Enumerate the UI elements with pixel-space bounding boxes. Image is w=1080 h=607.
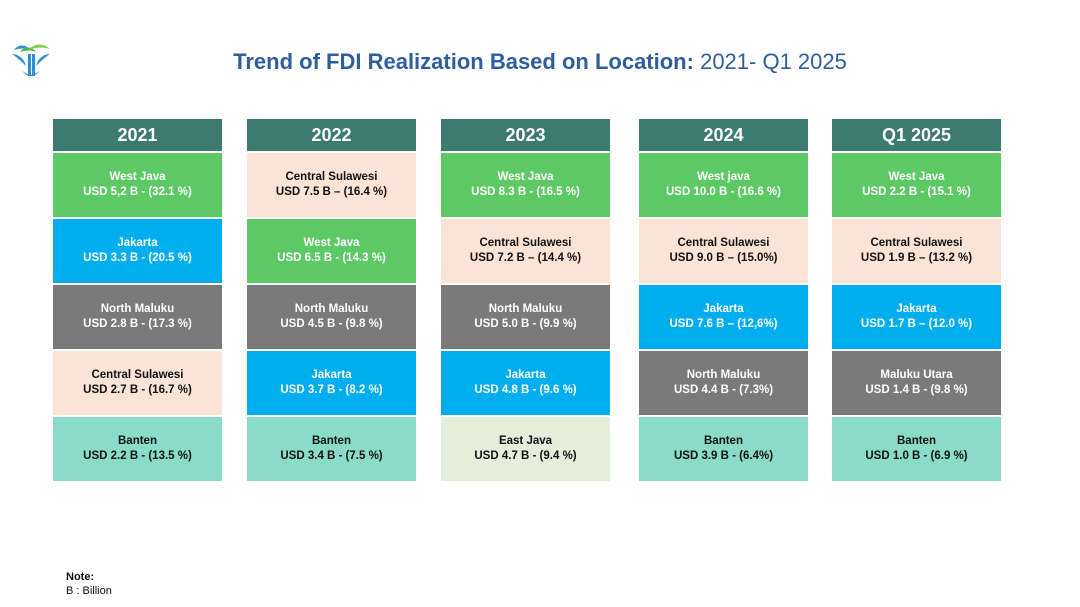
column-q1-2025: Q1 2025 West Java USD 2.2 B - (15.1 %) C…	[832, 119, 1001, 481]
page-title-period: 2021- Q1 2025	[700, 49, 847, 74]
region-value: USD 7.5 B – (16.4 %)	[275, 186, 388, 198]
region-value: USD 3.7 B - (8.2 %)	[280, 384, 383, 396]
region-cell: West Java USD 2.2 B - (15.1 %)	[832, 153, 1001, 217]
column-2024: 2024 West java USD 10.0 B - (16.6 %) Cen…	[639, 119, 808, 481]
region-value: USD 5.0 B - (9.9 %)	[474, 318, 577, 330]
page-title: Trend of FDI Realization Based on Locati…	[0, 48, 1080, 76]
region-value: USD 5,2 B - (32.1 %)	[83, 186, 192, 198]
region-name: Central Sulawesi	[870, 237, 963, 249]
region-name: North Maluku	[294, 303, 369, 315]
region-value: USD 4.7 B - (9.4 %)	[474, 450, 577, 462]
region-value: USD 4.4 B - (7.3%)	[673, 384, 774, 396]
region-value: USD 1.7 B – (12.0 %)	[860, 318, 973, 330]
column-2021: 2021 West Java USD 5,2 B - (32.1 %) Jaka…	[53, 119, 222, 481]
footnote-text: B : Billion	[66, 585, 112, 597]
region-value: USD 1.9 B – (13.2 %)	[860, 252, 973, 264]
region-cell: Central Sulawesi USD 2.7 B - (16.7 %)	[53, 351, 222, 415]
region-cell: Banten USD 2.2 B - (13.5 %)	[53, 417, 222, 481]
region-cell: West Java USD 6.5 B - (14.3 %)	[247, 219, 416, 283]
region-value: USD 3.4 B - (7.5 %)	[280, 450, 383, 462]
column-header: 2022	[247, 119, 416, 151]
region-value: USD 3.3 B - (20.5 %)	[83, 252, 192, 264]
column-header: 2024	[639, 119, 808, 151]
region-cell: West java USD 10.0 B - (16.6 %)	[639, 153, 808, 217]
region-name: West java	[697, 171, 750, 183]
footnote-heading: Note:	[66, 571, 95, 583]
bkpm-leaf-logo-icon	[12, 44, 50, 76]
region-name: North Maluku	[488, 303, 563, 315]
region-cell: North Maluku USD 4.5 B - (9.8 %)	[247, 285, 416, 349]
region-name: Banten	[704, 435, 743, 447]
region-cell: Banten USD 1.0 B - (6.9 %)	[832, 417, 1001, 481]
region-name: West Java	[303, 237, 360, 249]
region-cell: North Maluku USD 5.0 B - (9.9 %)	[441, 285, 610, 349]
region-name: Jakarta	[117, 237, 158, 249]
region-value: USD 4.8 B - (9.6 %)	[474, 384, 577, 396]
region-cell: Jakarta USD 7.6 B – (12,6%)	[639, 285, 808, 349]
region-cell: Banten USD 3.4 B - (7.5 %)	[247, 417, 416, 481]
region-value: USD 6.5 B - (14.3 %)	[277, 252, 386, 264]
region-cell: Jakarta USD 4.8 B - (9.6 %)	[441, 351, 610, 415]
region-value: USD 7.6 B – (12,6%)	[669, 318, 778, 330]
region-cell: Jakarta USD 3.7 B - (8.2 %)	[247, 351, 416, 415]
footnote: Note: B : Billion	[66, 570, 112, 598]
column-header: Q1 2025	[832, 119, 1001, 151]
region-value: USD 2.7 B - (16.7 %)	[83, 384, 192, 396]
region-cell: Central Sulawesi USD 9.0 B – (15.0%)	[639, 219, 808, 283]
region-name: North Maluku	[686, 369, 761, 381]
region-name: West Java	[888, 171, 945, 183]
column-2023: 2023 West Java USD 8.3 B - (16.5 %) Cent…	[441, 119, 610, 481]
region-value: USD 4.5 B - (9.8 %)	[280, 318, 383, 330]
region-cell: Central Sulawesi USD 7.5 B – (16.4 %)	[247, 153, 416, 217]
region-name: Central Sulawesi	[677, 237, 770, 249]
region-value: USD 2.2 B - (15.1 %)	[862, 186, 971, 198]
region-cell: North Maluku USD 2.8 B - (17.3 %)	[53, 285, 222, 349]
region-name: North Maluku	[100, 303, 175, 315]
region-name: Jakarta	[505, 369, 546, 381]
region-cell: North Maluku USD 4.4 B - (7.3%)	[639, 351, 808, 415]
region-cell: Central Sulawesi USD 7.2 B – (14.4 %)	[441, 219, 610, 283]
region-name: West Java	[497, 171, 554, 183]
page-title-bold: Trend of FDI Realization Based on Locati…	[233, 49, 694, 74]
region-name: Central Sulawesi	[479, 237, 572, 249]
region-value: USD 1.0 B - (6.9 %)	[865, 450, 968, 462]
region-cell: Jakarta USD 1.7 B – (12.0 %)	[832, 285, 1001, 349]
region-name: East Java	[498, 435, 553, 447]
column-header: 2021	[53, 119, 222, 151]
region-name: Jakarta	[311, 369, 352, 381]
region-name: Banten	[897, 435, 936, 447]
region-cell: West Java USD 8.3 B - (16.5 %)	[441, 153, 610, 217]
region-value: USD 9.0 B – (15.0%)	[669, 252, 778, 264]
region-name: Maluku Utara	[880, 369, 953, 381]
column-header: 2023	[441, 119, 610, 151]
region-value: USD 3.9 B - (6.4%)	[673, 450, 774, 462]
region-cell: West Java USD 5,2 B - (32.1 %)	[53, 153, 222, 217]
region-name: Central Sulawesi	[285, 171, 378, 183]
region-name: Jakarta	[896, 303, 937, 315]
region-value: USD 2.2 B - (13.5 %)	[83, 450, 192, 462]
region-name: Banten	[118, 435, 157, 447]
region-value: USD 10.0 B - (16.6 %)	[665, 186, 782, 198]
region-value: USD 8.3 B - (16.5 %)	[471, 186, 580, 198]
region-name: Banten	[312, 435, 351, 447]
region-name: Central Sulawesi	[91, 369, 184, 381]
region-cell: Jakarta USD 3.3 B - (20.5 %)	[53, 219, 222, 283]
region-name: Jakarta	[703, 303, 744, 315]
region-cell: Central Sulawesi USD 1.9 B – (13.2 %)	[832, 219, 1001, 283]
region-cell: Maluku Utara USD 1.4 B - (9.8 %)	[832, 351, 1001, 415]
region-name: West Java	[109, 171, 166, 183]
region-value: USD 7.2 B – (14.4 %)	[469, 252, 582, 264]
region-value: USD 1.4 B - (9.8 %)	[865, 384, 968, 396]
region-cell: Banten USD 3.9 B - (6.4%)	[639, 417, 808, 481]
column-2022: 2022 Central Sulawesi USD 7.5 B – (16.4 …	[247, 119, 416, 481]
region-value: USD 2.8 B - (17.3 %)	[83, 318, 192, 330]
region-cell: East Java USD 4.7 B - (9.4 %)	[441, 417, 610, 481]
